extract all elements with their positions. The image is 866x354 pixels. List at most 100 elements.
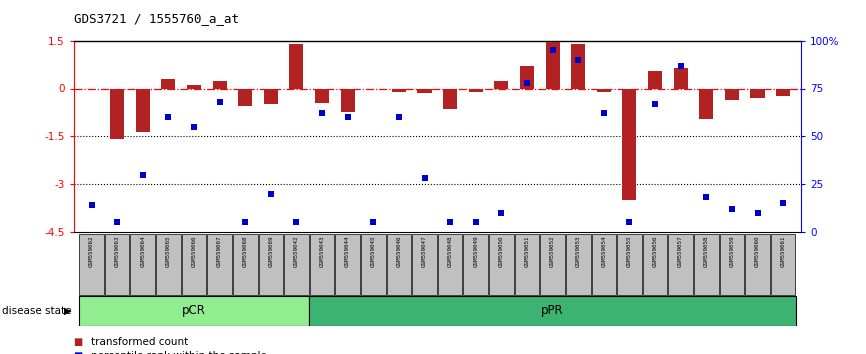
FancyBboxPatch shape xyxy=(771,234,795,295)
FancyBboxPatch shape xyxy=(80,234,104,295)
Bar xyxy=(443,88,457,109)
FancyBboxPatch shape xyxy=(565,234,591,295)
Bar xyxy=(110,88,124,139)
FancyBboxPatch shape xyxy=(284,234,309,295)
Text: GSM559045: GSM559045 xyxy=(371,235,376,267)
Text: ■: ■ xyxy=(74,351,83,354)
Text: GSM559064: GSM559064 xyxy=(140,235,145,267)
FancyBboxPatch shape xyxy=(720,234,744,295)
Bar xyxy=(572,44,585,88)
FancyBboxPatch shape xyxy=(489,234,514,295)
Point xyxy=(597,110,611,116)
FancyBboxPatch shape xyxy=(156,234,181,295)
Point xyxy=(110,219,124,225)
FancyBboxPatch shape xyxy=(361,234,385,295)
Point xyxy=(700,195,714,200)
Point xyxy=(623,219,637,225)
Text: GSM559049: GSM559049 xyxy=(473,235,478,267)
Bar xyxy=(520,66,534,88)
FancyBboxPatch shape xyxy=(591,234,616,295)
Bar xyxy=(212,81,227,88)
Bar xyxy=(597,88,611,92)
Text: transformed count: transformed count xyxy=(91,337,188,347)
Point xyxy=(85,202,99,208)
FancyBboxPatch shape xyxy=(746,234,770,295)
Bar xyxy=(187,85,201,88)
Text: GSM559065: GSM559065 xyxy=(166,235,171,267)
Bar xyxy=(136,88,150,132)
Point xyxy=(546,47,559,53)
Text: GSM559068: GSM559068 xyxy=(242,235,248,267)
Bar xyxy=(776,88,790,96)
FancyBboxPatch shape xyxy=(207,234,232,295)
Point xyxy=(213,99,227,105)
Text: GSM559060: GSM559060 xyxy=(755,235,760,267)
Point xyxy=(520,80,534,86)
Text: ▶: ▶ xyxy=(64,306,72,316)
Point xyxy=(315,110,329,116)
FancyBboxPatch shape xyxy=(105,234,129,295)
Text: pPR: pPR xyxy=(541,304,564,317)
FancyBboxPatch shape xyxy=(131,234,155,295)
Text: GSM559066: GSM559066 xyxy=(191,235,197,267)
Point xyxy=(289,219,303,225)
Text: GSM559067: GSM559067 xyxy=(217,235,222,267)
Text: GSM559063: GSM559063 xyxy=(114,235,120,267)
Bar xyxy=(699,88,714,119)
FancyBboxPatch shape xyxy=(182,234,206,295)
Point xyxy=(366,219,380,225)
Point xyxy=(187,124,201,130)
Bar xyxy=(238,88,252,106)
Point xyxy=(161,114,175,120)
FancyBboxPatch shape xyxy=(335,234,360,295)
FancyBboxPatch shape xyxy=(694,234,719,295)
Point xyxy=(264,191,278,196)
Text: GSM559043: GSM559043 xyxy=(320,235,325,267)
Text: GSM559054: GSM559054 xyxy=(601,235,606,267)
Point xyxy=(572,57,585,63)
Bar xyxy=(289,44,303,88)
Point xyxy=(136,172,150,177)
Point xyxy=(725,206,739,212)
Point xyxy=(417,176,431,181)
FancyBboxPatch shape xyxy=(412,234,436,295)
Point xyxy=(238,219,252,225)
Text: disease state: disease state xyxy=(2,306,71,316)
Text: GSM559057: GSM559057 xyxy=(678,235,683,267)
Text: GSM559047: GSM559047 xyxy=(422,235,427,267)
Text: GSM559052: GSM559052 xyxy=(550,235,555,267)
Bar xyxy=(674,68,688,88)
Text: GSM559059: GSM559059 xyxy=(729,235,734,267)
Bar xyxy=(648,71,662,88)
Text: ■: ■ xyxy=(74,337,83,347)
FancyBboxPatch shape xyxy=(540,234,565,295)
FancyBboxPatch shape xyxy=(669,234,693,295)
FancyBboxPatch shape xyxy=(259,234,283,295)
Text: GSM559050: GSM559050 xyxy=(499,235,504,267)
Bar xyxy=(751,88,765,98)
Text: GSM559061: GSM559061 xyxy=(780,235,785,267)
Bar xyxy=(391,88,406,92)
Text: GSM559058: GSM559058 xyxy=(704,235,708,267)
FancyBboxPatch shape xyxy=(463,234,488,295)
Bar xyxy=(725,88,739,100)
Point xyxy=(648,101,662,107)
Point xyxy=(776,200,790,206)
Bar xyxy=(315,88,329,103)
Text: GSM559051: GSM559051 xyxy=(525,235,529,267)
Point xyxy=(469,219,482,225)
Bar xyxy=(469,88,483,92)
Bar xyxy=(494,81,508,88)
FancyBboxPatch shape xyxy=(79,296,309,326)
Text: GSM559048: GSM559048 xyxy=(448,235,453,267)
FancyBboxPatch shape xyxy=(310,234,334,295)
Point xyxy=(443,219,457,225)
Point xyxy=(674,63,688,68)
Bar xyxy=(623,88,637,200)
Point xyxy=(751,210,765,216)
Bar xyxy=(546,42,559,88)
Text: GDS3721 / 1555760_a_at: GDS3721 / 1555760_a_at xyxy=(74,12,239,25)
FancyBboxPatch shape xyxy=(438,234,462,295)
FancyBboxPatch shape xyxy=(514,234,540,295)
Text: GSM559062: GSM559062 xyxy=(89,235,94,267)
